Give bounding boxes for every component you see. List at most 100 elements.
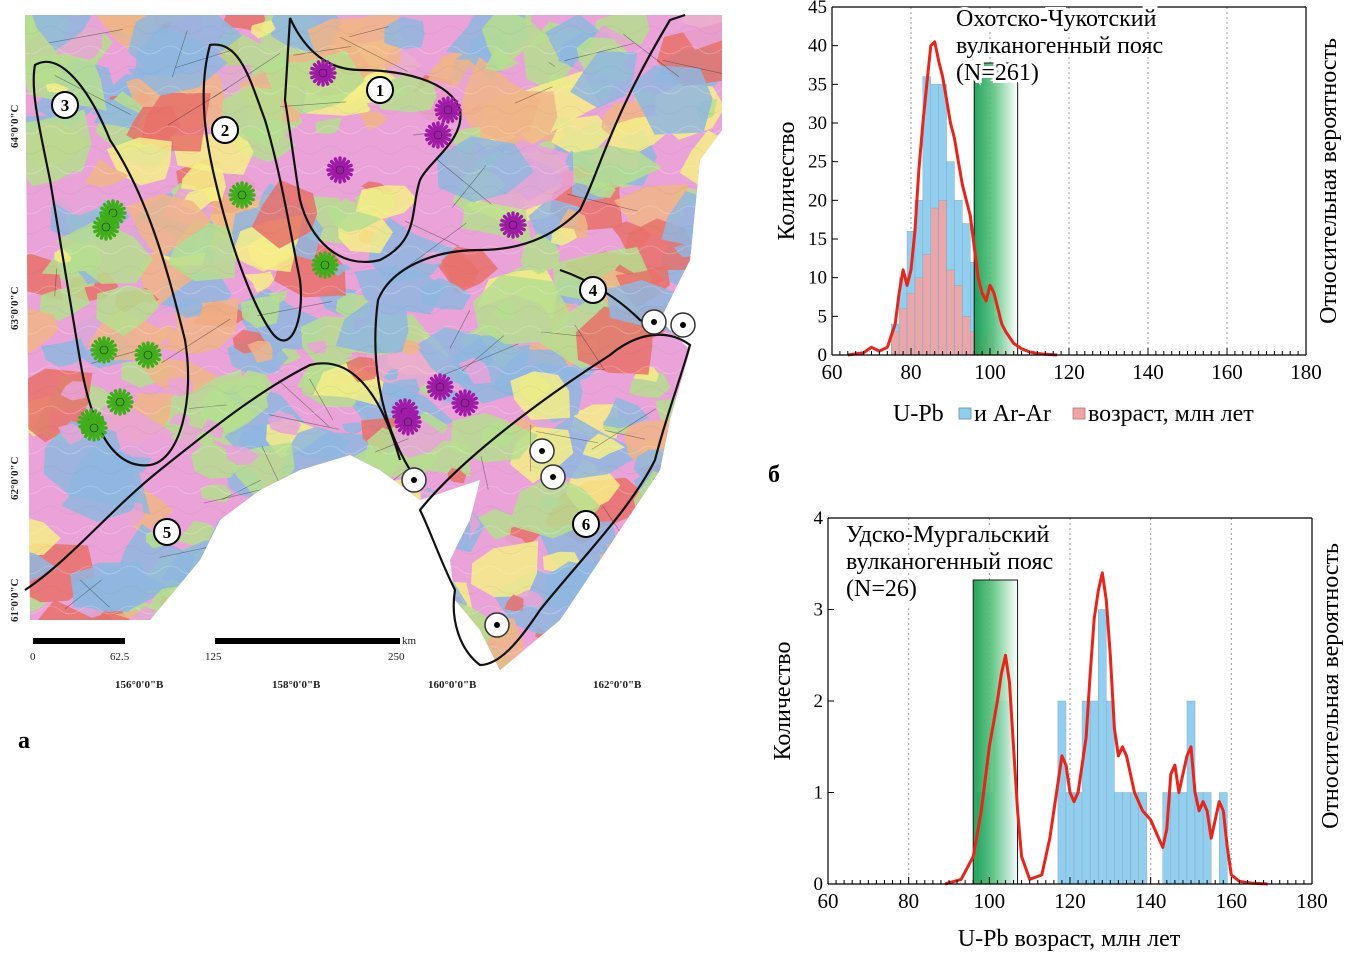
map-unit [711,314,728,327]
y-tick-label: 20 [808,190,827,211]
x-tick-label: 120 [1054,889,1086,913]
y-tick-label: 45 [808,0,827,18]
map-unit [386,589,425,620]
map-unit [315,488,374,532]
map-unit [577,622,615,649]
chart-title: Удско-Мургальский [846,522,1049,548]
map-unit [702,532,740,568]
y-tick-label: 1 [814,783,824,804]
x-axis-label: U-Pb возраст, млн лет [958,926,1181,952]
map-unit [336,517,373,546]
chart-title: вулканогенный пояс [956,33,1163,59]
map-unit [686,555,711,569]
fault-line [663,473,736,519]
map-unit [525,657,560,672]
map-unit [298,488,406,569]
panel-letter-a: а [18,728,30,755]
y-axis-right-label: Относительная вероятность [1318,543,1344,829]
y-tick-label: 5 [818,306,828,327]
map-unit [701,298,738,318]
fault-line [238,603,258,630]
map-unit [383,582,434,624]
lon-label: 162°0'0"В [593,679,642,691]
y-tick-label: 3 [814,600,824,621]
map-unit [670,409,740,469]
map-unit [304,525,397,583]
green-star-marker [82,416,106,440]
lat-label: 63°0'0"С [9,286,21,330]
svg-text:km: km [402,635,417,647]
svg-text:2: 2 [221,121,230,140]
x-tick-label: 160 [1211,360,1243,384]
map-unit [519,657,549,675]
y-tick-label: 0 [818,345,828,366]
magenta-star-marker [396,410,420,434]
map-unit [692,364,724,391]
map-unit [360,515,379,528]
zone-label: 2 [212,117,238,143]
fault-line [717,522,740,538]
map-unit [599,551,632,573]
map-unit [611,554,627,571]
lon-label: 156°0'0"В [115,679,164,691]
map-unit [607,538,651,569]
y-tick-label: 2 [814,691,824,712]
sample-circle-marker [642,310,666,334]
map-unit [284,545,335,579]
x-label-part: и Ar-Ar [974,401,1051,427]
map-unit [366,523,443,590]
y-tick-label: 25 [808,152,827,173]
map-unit [350,583,391,619]
svg-text:125: 125 [205,651,222,663]
bar-arar [947,270,955,355]
highlight-band [973,580,1017,884]
x-tick-label: 80 [901,360,922,384]
bar-upb [1114,793,1122,885]
legend-swatch-upb [959,408,971,419]
sample-circle-marker [530,439,554,463]
svg-text:5: 5 [163,523,172,542]
lat-label: 64°0'0"С [9,104,21,148]
svg-text:62.5: 62.5 [110,651,130,663]
svg-text:1: 1 [376,81,385,100]
x-tick-label: 180 [1290,360,1322,384]
map-unit [294,524,308,541]
map-unit [419,514,460,538]
sample-circle-marker [671,313,695,337]
magenta-star-marker [428,375,452,399]
map-unit [301,509,350,535]
map-unit [604,587,632,621]
scale-bar: 0 62.5 125 250 km [30,635,417,663]
map-unit [238,563,328,649]
zone-label: 5 [154,519,180,545]
green-star-marker [313,253,337,277]
map-unit [320,478,353,510]
map-unit [672,596,701,620]
map-unit [638,546,692,584]
map-unit [255,641,302,666]
map-unit [675,650,699,670]
chart-title: (N=261) [956,60,1039,86]
map-unit [236,619,264,636]
map-unit [259,584,323,641]
bar-arar [931,208,939,355]
zone-label: 6 [573,511,599,537]
map-unit [670,471,740,512]
map-unit [288,645,329,674]
chart-title: Охотско-Чукотский [956,6,1157,32]
fault-line [446,0,467,10]
map-unit [377,666,390,679]
map-unit [664,527,726,585]
map-unit [271,510,363,573]
map-unit [673,596,718,634]
bar-upb [1074,793,1082,885]
x-tick-label: 100 [974,360,1006,384]
panel-letter-b: б [768,462,780,489]
map-unit [277,596,347,659]
map-unit [4,641,68,680]
bar-upb [1066,793,1074,885]
map-unit [602,593,660,631]
bar-arar [899,309,907,355]
bar-upb [1098,610,1106,885]
legend-swatch-arar [1073,408,1085,419]
